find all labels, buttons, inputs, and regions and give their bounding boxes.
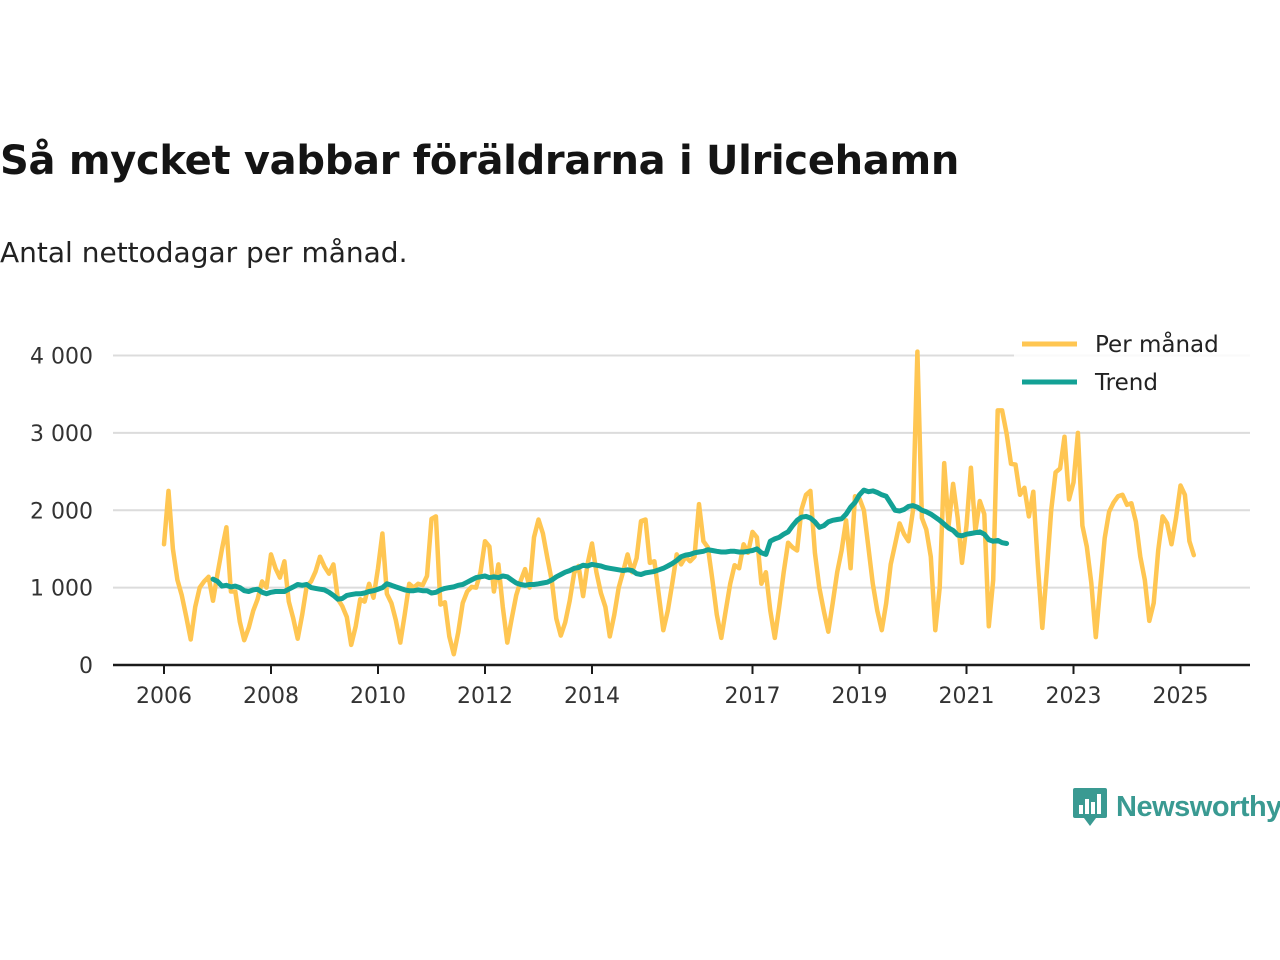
y-tick-label: 4 000 — [30, 345, 93, 370]
x-tick-label: 2006 — [136, 684, 192, 709]
x-tick-label: 2012 — [457, 684, 513, 709]
y-tick-label: 3 000 — [30, 422, 93, 447]
x-tick-label: 2023 — [1046, 684, 1102, 709]
newsworthy-logo[interactable]: Newsworthy — [1072, 786, 1280, 828]
series — [161, 349, 1197, 657]
legend-label: Per månad — [1095, 330, 1219, 358]
series-line-trend — [210, 487, 1010, 602]
legend-label: Trend — [1094, 370, 1158, 396]
x-tick-label: 2019 — [832, 684, 888, 709]
y-tick-label: 0 — [79, 654, 93, 679]
chart-subtitle: Antal nettodagar per månad. — [0, 236, 408, 269]
x-tick-label: 2010 — [350, 684, 406, 709]
x-tick-label: 2017 — [725, 684, 781, 709]
brand-name: Newsworthy — [1116, 790, 1280, 823]
y-tick-label: 2 000 — [30, 499, 93, 524]
legend-background — [1014, 325, 1250, 405]
line-chart: 0 1 000 2 000 3 000 4 000 2006 2008 2010 2012 201… — [30, 325, 1250, 709]
x-tick-label: 2008 — [243, 684, 299, 709]
x-tick-label: 2014 — [564, 684, 620, 709]
bar-chart-speech-icon — [1073, 788, 1107, 826]
legend: Per månad Trend — [1014, 325, 1250, 405]
x-tick-label: 2025 — [1153, 684, 1209, 709]
chart-title: Så mycket vabbar föräldrarna i Ulriceham… — [0, 138, 960, 184]
y-tick-label: 1 000 — [30, 577, 93, 602]
x-tick-label: 2021 — [939, 684, 995, 709]
axes: 0 1 000 2 000 3 000 4 000 2006 2008 2010 2012 201… — [30, 345, 1250, 709]
